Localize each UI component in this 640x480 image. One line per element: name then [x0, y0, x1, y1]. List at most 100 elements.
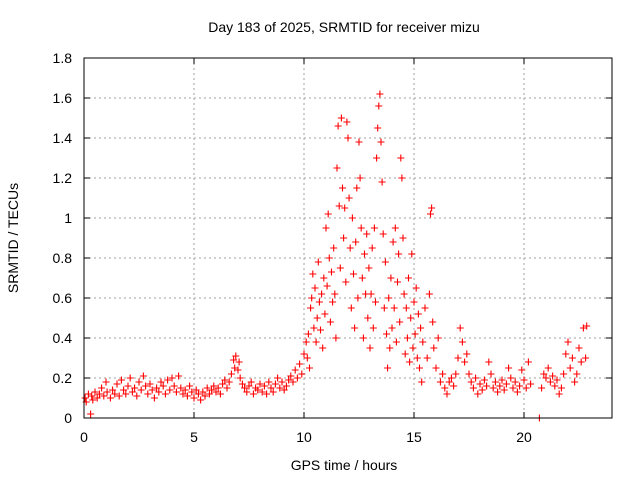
- y-tick-label: 0: [64, 410, 72, 426]
- data-point: [333, 164, 341, 172]
- data-point: [524, 358, 532, 366]
- y-axis-label: SRMTID / TECUs: [5, 183, 21, 293]
- data-point: [568, 354, 576, 362]
- data-point: [582, 354, 590, 362]
- data-point: [389, 238, 397, 246]
- data-point: [573, 370, 581, 378]
- data-point: [307, 304, 315, 312]
- data-point: [155, 388, 163, 396]
- data-point: [221, 376, 229, 384]
- data-point: [238, 380, 246, 388]
- data-point: [467, 378, 475, 386]
- data-point: [212, 388, 220, 396]
- data-point: [380, 304, 388, 312]
- data-point: [203, 384, 211, 392]
- data-point: [369, 324, 377, 332]
- data-point: [111, 390, 119, 398]
- data-point: [291, 366, 299, 374]
- data-point: [381, 258, 389, 266]
- data-point: [247, 378, 255, 386]
- data-point: [557, 384, 565, 392]
- data-point: [304, 330, 312, 338]
- data-point: [364, 314, 372, 322]
- data-point: [496, 382, 504, 390]
- data-point: [443, 390, 451, 398]
- plot-frame: [83, 57, 613, 419]
- data-point: [416, 364, 423, 372]
- data-point: [205, 390, 213, 398]
- data-point: [394, 278, 401, 286]
- data-point: [315, 298, 323, 306]
- data-point: [350, 270, 357, 278]
- data-point: [302, 338, 310, 346]
- data-point: [412, 284, 420, 292]
- data-point: [234, 366, 242, 374]
- data-point: [549, 372, 557, 380]
- data-point: [450, 382, 458, 390]
- data-point: [403, 334, 411, 342]
- data-point: [428, 204, 436, 212]
- data-point: [357, 224, 365, 232]
- data-point: [81, 394, 89, 402]
- data-point: [183, 392, 191, 400]
- data-point: [494, 388, 502, 396]
- data-point: [553, 376, 561, 384]
- data-point: [120, 386, 128, 394]
- data-point: [463, 350, 471, 358]
- data-point: [542, 374, 550, 382]
- data-point: [383, 330, 390, 338]
- data-point: [319, 344, 327, 352]
- data-point: [346, 244, 354, 252]
- data-point: [485, 358, 493, 366]
- data-point: [516, 382, 524, 390]
- data-point: [324, 210, 332, 218]
- data-point: [505, 364, 513, 372]
- data-point: [518, 366, 526, 374]
- data-point: [328, 268, 335, 276]
- data-point: [332, 334, 340, 342]
- data-point: [148, 386, 156, 394]
- data-point: [128, 388, 136, 396]
- data-point: [124, 382, 132, 390]
- data-point: [551, 382, 559, 390]
- data-point: [89, 396, 97, 404]
- data-point: [355, 138, 363, 146]
- data-point: [312, 338, 320, 346]
- data-point: [153, 384, 161, 392]
- data-point: [540, 370, 548, 378]
- data-point: [356, 174, 364, 182]
- data-point: [190, 394, 198, 402]
- data-point: [340, 234, 348, 242]
- data-point: [418, 378, 426, 386]
- data-point: [216, 390, 224, 398]
- data-point: [500, 386, 508, 394]
- data-point: [498, 376, 506, 384]
- data-point: [139, 372, 147, 380]
- data-point: [269, 388, 277, 396]
- data-point: [566, 364, 574, 372]
- data-point: [474, 390, 482, 398]
- data-point: [527, 380, 535, 388]
- data-point: [265, 378, 273, 386]
- data-point: [407, 314, 415, 322]
- data-point: [405, 274, 412, 282]
- data-point: [397, 154, 405, 162]
- data-point: [410, 298, 418, 306]
- data-point: [342, 278, 350, 286]
- y-tick-label: 0.6: [53, 290, 73, 306]
- data-point: [520, 376, 528, 384]
- data-point: [210, 382, 218, 390]
- data-point: [465, 370, 473, 378]
- data-point: [413, 354, 421, 362]
- data-point: [103, 388, 111, 396]
- data-point: [306, 364, 313, 372]
- data-point: [489, 384, 497, 392]
- data-point: [308, 294, 316, 302]
- data-point: [329, 298, 337, 306]
- data-point: [263, 390, 271, 398]
- data-point: [337, 114, 345, 122]
- data-point: [345, 194, 353, 202]
- data-point: [408, 250, 416, 258]
- data-point: [399, 234, 407, 242]
